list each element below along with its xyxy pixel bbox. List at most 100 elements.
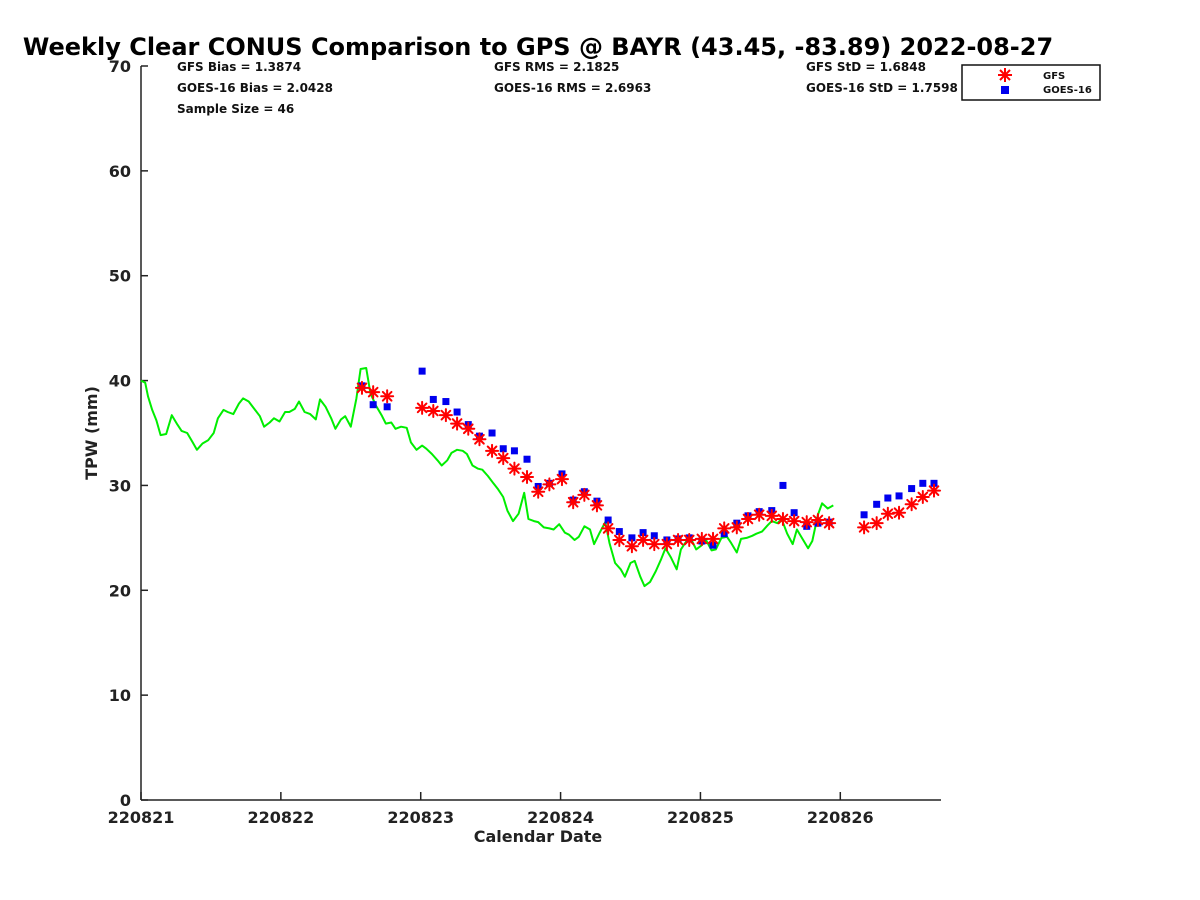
gfs-data-point	[659, 537, 674, 552]
goes-data-point	[510, 447, 518, 455]
gfs-data-point	[892, 505, 907, 520]
gfs-data-point	[450, 416, 465, 431]
chart-title: Weekly Clear CONUS Comparison to GPS @ B…	[23, 33, 1053, 61]
gfs-data-point	[496, 451, 511, 466]
y-axis-label: TPW (mm)	[82, 386, 101, 480]
gfs-data-point	[589, 498, 604, 513]
gfs-data-point	[682, 532, 697, 547]
x-tick-label: 220824	[527, 808, 594, 827]
gfs-data-point	[647, 537, 662, 552]
gfs-data-point	[472, 432, 487, 447]
gfs-data-point	[810, 513, 825, 528]
x-tick-label: 220826	[807, 808, 874, 827]
legend: GFS GOES-16	[961, 64, 1101, 101]
goes-data-point	[639, 529, 647, 537]
y-tick-label: 0	[120, 791, 131, 810]
x-tick-label: 220825	[667, 808, 734, 827]
goes-data-point	[499, 445, 507, 453]
gfs-rms-text: GFS RMS = 2.1825	[494, 60, 619, 74]
goes-bias-text: GOES-16 Bias = 2.0428	[177, 81, 333, 95]
goes-data-point	[429, 395, 437, 403]
gfs-data-point	[520, 470, 535, 485]
stats-annotations: GFS Bias = 1.3874 GOES-16 Bias = 2.0428 …	[177, 60, 958, 116]
gfs-data-point	[624, 539, 639, 554]
gfs-data-point	[366, 385, 381, 400]
gfs-data-point	[857, 520, 872, 535]
gfs-data-point	[438, 408, 453, 423]
goes-data-point	[488, 429, 496, 437]
gfs-data-point	[706, 531, 721, 546]
goes-data-point	[369, 401, 377, 409]
gfs-data-point	[554, 472, 569, 487]
gfs-data-point	[542, 477, 557, 492]
goes-data-point	[908, 485, 916, 493]
y-ticks: 0 10 20 30 40 50 60 70	[109, 57, 148, 810]
gfs-data-point	[880, 506, 895, 521]
legend-goes-label: GOES-16	[1043, 85, 1092, 96]
goes-data-point	[383, 403, 391, 411]
gfs-data-point	[787, 514, 802, 529]
gfs-std-text: GFS StD = 1.6848	[806, 60, 926, 74]
gfs-data-point	[764, 508, 779, 523]
legend-gfs-marker-icon	[998, 68, 1012, 82]
x-tick-label: 220821	[108, 808, 175, 827]
goes-data-point	[790, 509, 798, 517]
gfs-data-point	[717, 521, 732, 536]
gfs-data-point	[612, 532, 627, 547]
y-tick-label: 60	[109, 162, 131, 181]
goes-data-point	[628, 534, 636, 542]
gfs-data-point	[354, 380, 369, 395]
goes-data-point	[615, 528, 623, 536]
y-tick-label: 30	[109, 476, 131, 495]
gfs-bias-text: GFS Bias = 1.3874	[177, 60, 301, 74]
x-ticks: 220821 220822 220823 220824 220825 220826	[108, 792, 874, 827]
gfs-data-point	[507, 461, 522, 476]
y-tick-label: 50	[109, 267, 131, 286]
goes-data-point	[418, 367, 426, 375]
gfs-data-point	[729, 520, 744, 535]
goes-std-text: GOES-16 StD = 1.7598	[806, 81, 958, 95]
series-layer	[140, 367, 942, 588]
x-axis-label: Calendar Date	[474, 827, 603, 846]
goes-data-point	[779, 481, 787, 489]
gfs-data-point	[869, 516, 884, 531]
goes-data-point	[523, 455, 531, 463]
gfs-data-point	[461, 421, 476, 436]
gfs-data-point	[577, 487, 592, 502]
x-tick-label: 220823	[387, 808, 454, 827]
goes-data-point	[604, 516, 612, 524]
gfs-data-point	[694, 531, 709, 546]
x-tick-label: 220822	[247, 808, 314, 827]
gfs-data-point	[531, 484, 546, 499]
goes-data-point	[919, 479, 927, 487]
gfs-data-point	[380, 389, 395, 404]
y-tick-label: 20	[109, 581, 131, 600]
gps-series-line	[140, 367, 834, 588]
gfs-data-point	[927, 483, 942, 498]
goes-data-point	[453, 408, 461, 416]
gfs-data-point	[426, 403, 441, 418]
goes-data-point	[895, 492, 903, 500]
goes-data-point	[873, 500, 881, 508]
y-tick-label: 70	[109, 57, 131, 76]
goes-rms-text: GOES-16 RMS = 2.6963	[494, 81, 651, 95]
legend-goes-marker-icon	[1001, 86, 1009, 94]
sample-size-text: Sample Size = 46	[177, 102, 294, 116]
gfs-data-point	[915, 489, 930, 504]
y-tick-label: 10	[109, 686, 131, 705]
gfs-data-point	[601, 521, 616, 536]
goes-data-point	[650, 532, 658, 540]
goes-data-point	[860, 511, 868, 519]
gfs-data-point	[740, 511, 755, 526]
gfs-data-point	[566, 495, 581, 510]
gfs-data-point	[485, 443, 500, 458]
goes-data-point	[884, 494, 892, 502]
goes-data-point	[930, 479, 938, 487]
gfs-data-point	[775, 511, 790, 526]
legend-box	[961, 64, 1101, 101]
goes-data-point	[442, 398, 450, 406]
gfs-data-point	[671, 532, 686, 547]
gfs-data-point	[636, 532, 651, 547]
gfs-data-point	[415, 400, 430, 415]
